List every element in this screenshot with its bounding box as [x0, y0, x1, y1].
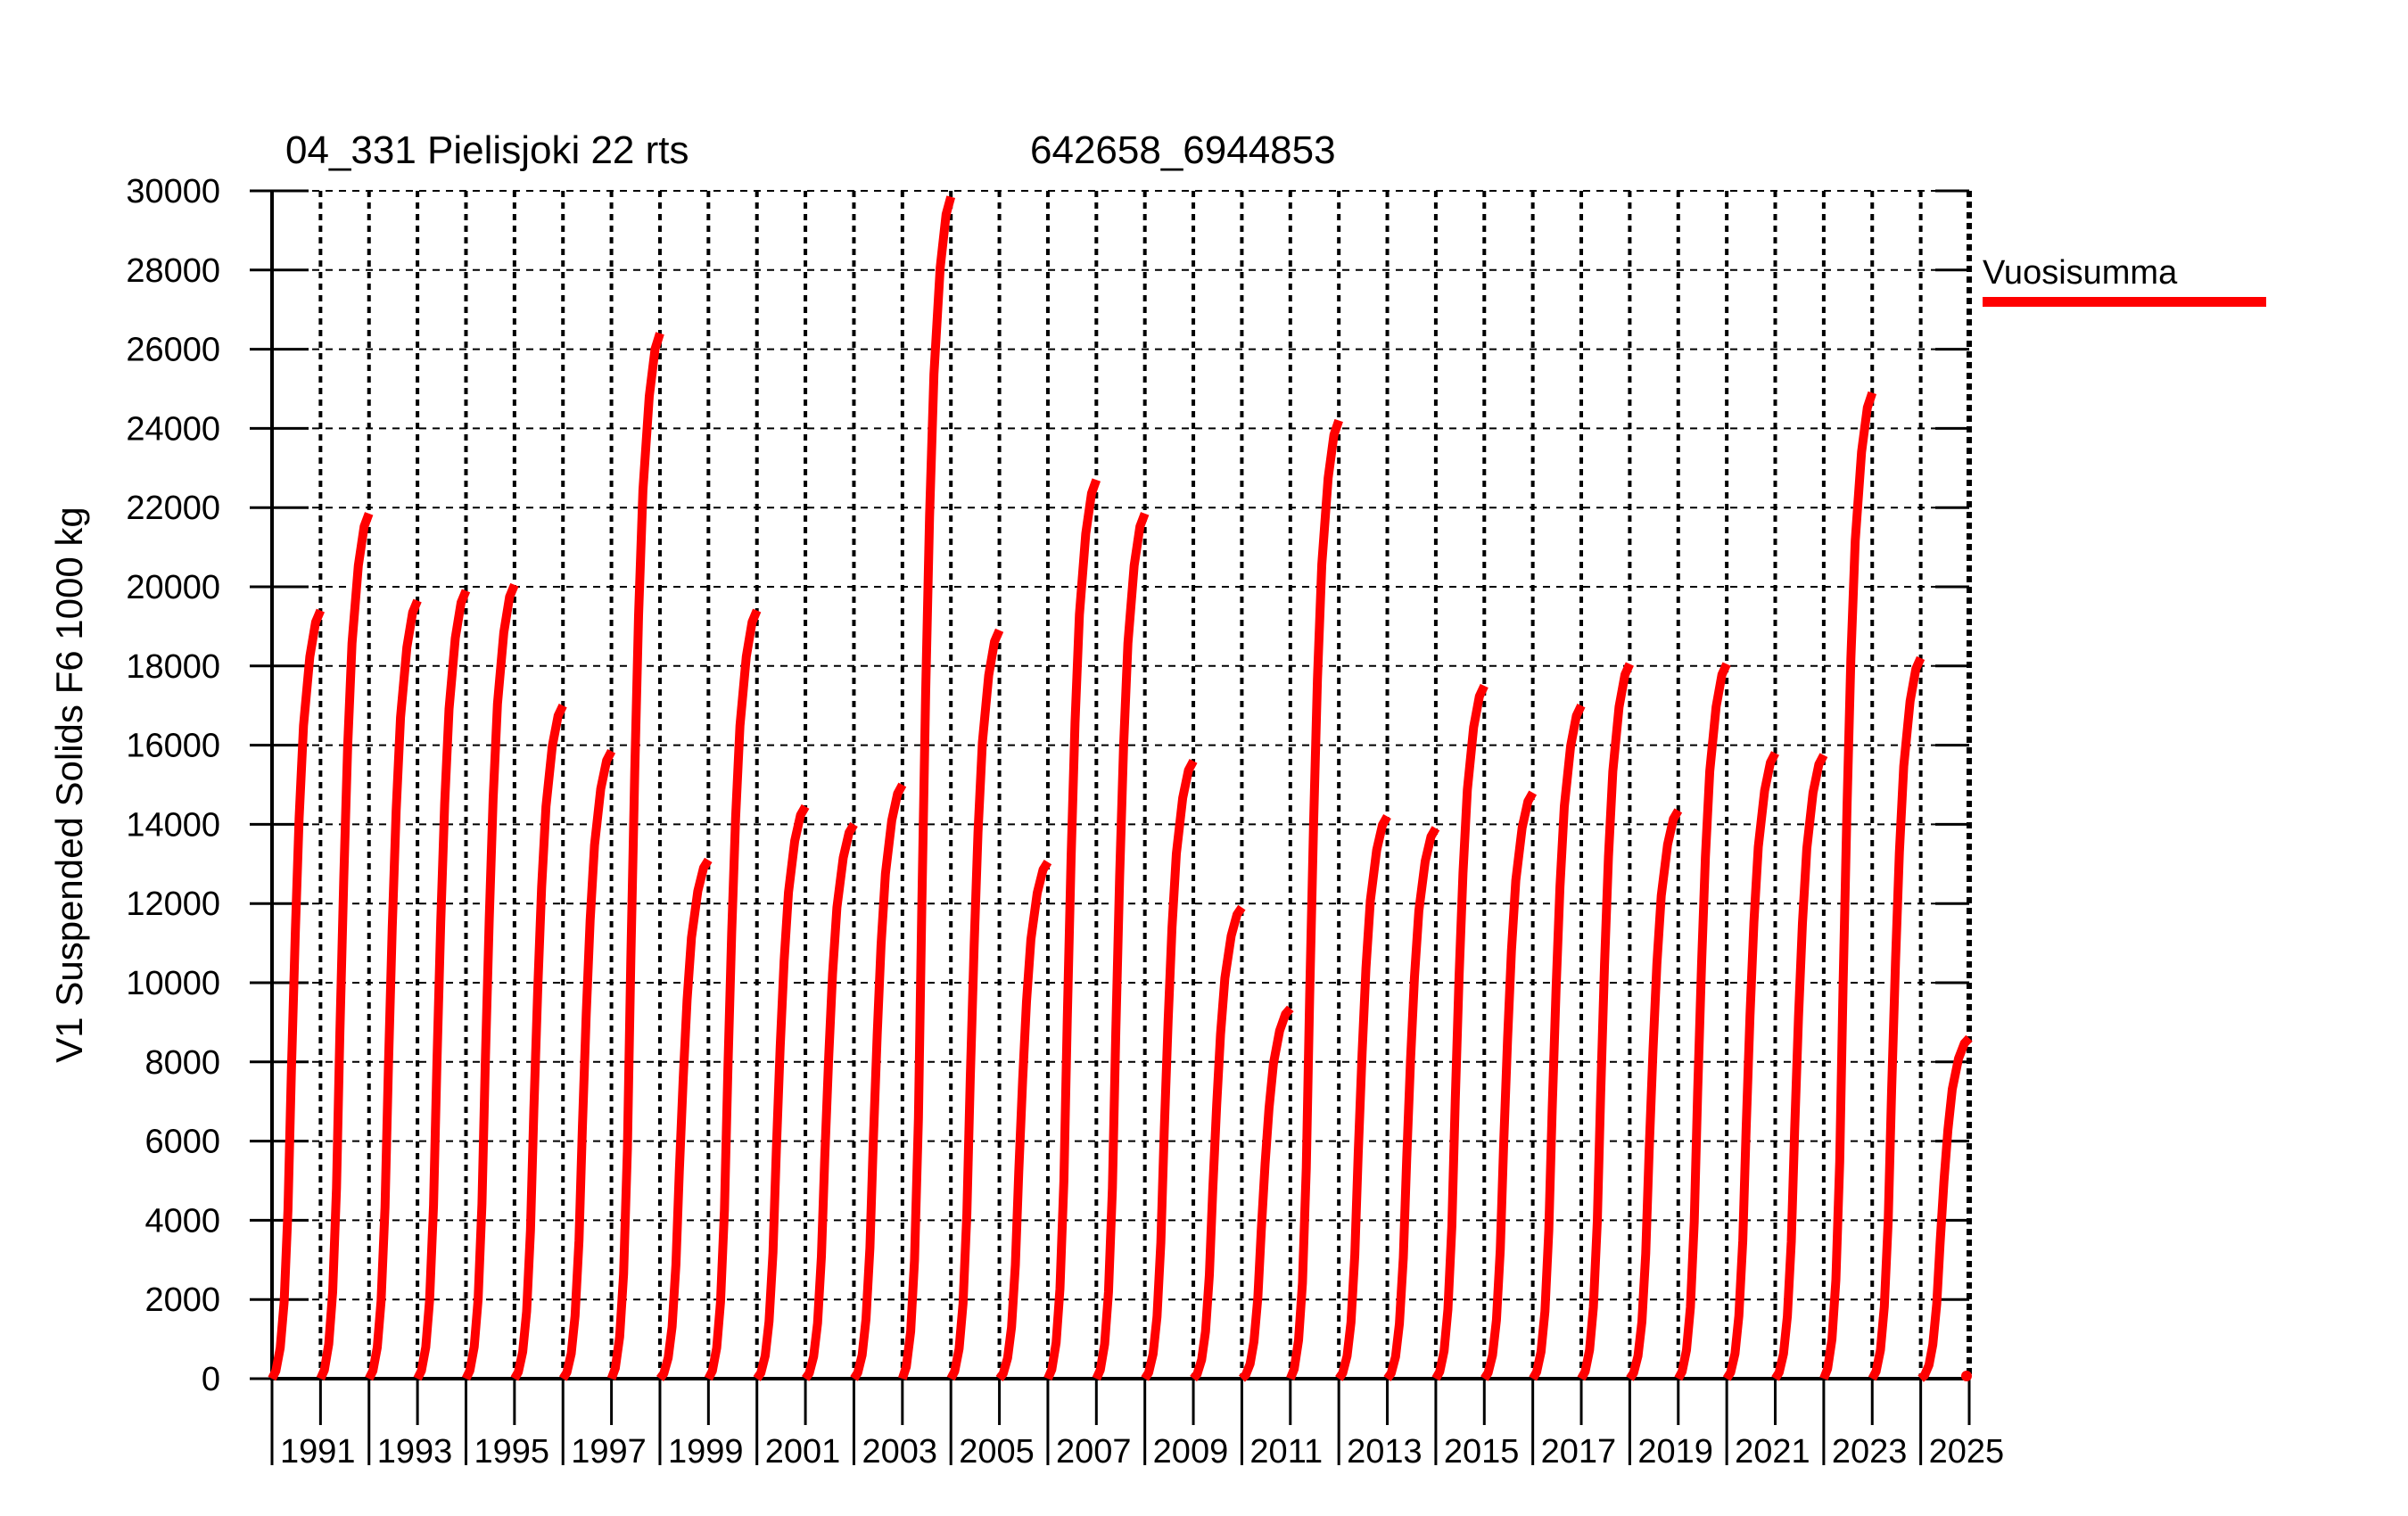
year-curve-2017 — [1529, 704, 1586, 1381]
x-tick-label-2003: 2003 — [862, 1433, 937, 1471]
y-tick-label-4000: 4000 — [144, 1202, 220, 1240]
y-axis-label: V1 Suspended Solids F6 1000 kg — [48, 507, 90, 1062]
year-curve-1995 — [461, 582, 519, 1381]
year-curve-1996 — [510, 704, 567, 1381]
year-curve-1997 — [558, 749, 616, 1381]
year-curve-2006 — [995, 859, 1052, 1381]
year-curve-2014 — [1383, 826, 1440, 1381]
year-curve-2002 — [801, 821, 858, 1381]
year-curve-2022 — [1771, 753, 1828, 1381]
x-tick-label-2009: 2009 — [1153, 1433, 1229, 1471]
legend-label: Vuosisumma — [1983, 254, 2178, 292]
year-curve-2009 — [1141, 759, 1198, 1381]
year-curve-2003 — [850, 782, 907, 1381]
y-tick-label-16000: 16000 — [126, 728, 220, 765]
y-tick-label-28000: 28000 — [126, 252, 220, 290]
x-tick-label-2013: 2013 — [1347, 1433, 1423, 1471]
legend-line-swatch — [1983, 297, 2266, 307]
y-tick-label-24000: 24000 — [126, 410, 220, 448]
y-tick-label-2000: 2000 — [144, 1281, 220, 1319]
x-tick-label-2025: 2025 — [1929, 1433, 2005, 1471]
x-tick-label-2019: 2019 — [1637, 1433, 1713, 1471]
year-curve-2025 — [1917, 1034, 1973, 1382]
y-tick-label-0: 0 — [202, 1361, 220, 1398]
year-curve-2010 — [1190, 904, 1246, 1382]
x-tick-label-2007: 2007 — [1056, 1433, 1132, 1471]
y-tick-label-14000: 14000 — [126, 806, 220, 844]
year-curve-2007 — [1043, 478, 1101, 1380]
year-curve-2013 — [1335, 814, 1391, 1381]
year-curve-2011 — [1238, 1005, 1294, 1382]
y-tick-label-22000: 22000 — [126, 490, 220, 527]
x-tick-label-2017: 2017 — [1541, 1433, 1617, 1471]
year-curve-2015 — [1431, 683, 1489, 1381]
x-tick-label-1995: 1995 — [474, 1433, 549, 1471]
year-curve-1993 — [365, 598, 422, 1381]
x-tick-label-2005: 2005 — [959, 1433, 1035, 1471]
y-tick-label-20000: 20000 — [126, 569, 220, 606]
y-tick-label-26000: 26000 — [126, 332, 220, 369]
year-curve-2016 — [1480, 790, 1538, 1381]
chart-subtitle: 642658_6944853 — [1030, 128, 1336, 172]
x-tick-label-1993: 1993 — [377, 1433, 453, 1471]
year-curve-2023 — [1819, 391, 1877, 1380]
year-curve-1992 — [316, 512, 374, 1381]
year-curve-2004 — [898, 195, 956, 1380]
year-curve-1991 — [268, 608, 326, 1381]
x-tick-label-2023: 2023 — [1832, 1433, 1908, 1471]
y-tick-label-6000: 6000 — [144, 1124, 220, 1161]
y-tick-label-18000: 18000 — [126, 648, 220, 686]
year-curve-2012 — [1286, 418, 1343, 1380]
x-tick-label-1991: 1991 — [280, 1433, 356, 1471]
year-curve-2005 — [946, 628, 1004, 1381]
chart-title: 04_331 Pielisjoki 22 rts — [285, 128, 689, 172]
x-tick-label-2001: 2001 — [765, 1433, 841, 1471]
year-curve-2019 — [1626, 808, 1683, 1381]
y-tick-label-30000: 30000 — [126, 173, 220, 210]
year-curve-2008 — [1092, 512, 1150, 1381]
year-curve-2020 — [1674, 662, 1731, 1381]
year-curve-1994 — [413, 589, 471, 1381]
year-curve-2000 — [704, 608, 762, 1381]
x-tick-label-2015: 2015 — [1444, 1433, 1520, 1471]
x-tick-label-1997: 1997 — [571, 1433, 647, 1471]
x-tick-label-2021: 2021 — [1735, 1433, 1810, 1471]
x-tick-label-1999: 1999 — [668, 1433, 744, 1471]
y-tick-label-10000: 10000 — [126, 965, 220, 1002]
y-tick-label-12000: 12000 — [126, 886, 220, 923]
year-curve-2001 — [753, 803, 810, 1381]
x-tick-label-2011: 2011 — [1249, 1433, 1323, 1471]
plot-layer: 0 2000 4000 6000 8000 10000 12000 14000 16000 180… — [126, 173, 2004, 1471]
next-year-start-point — [1961, 1371, 1972, 1381]
year-curve-2021 — [1722, 751, 1779, 1381]
y-tick-label-8000: 8000 — [144, 1044, 220, 1082]
year-curve-1999 — [656, 857, 713, 1381]
year-curve-1998 — [606, 332, 664, 1380]
year-curve-2018 — [1577, 662, 1634, 1381]
year-curve-2024 — [1868, 655, 1926, 1381]
